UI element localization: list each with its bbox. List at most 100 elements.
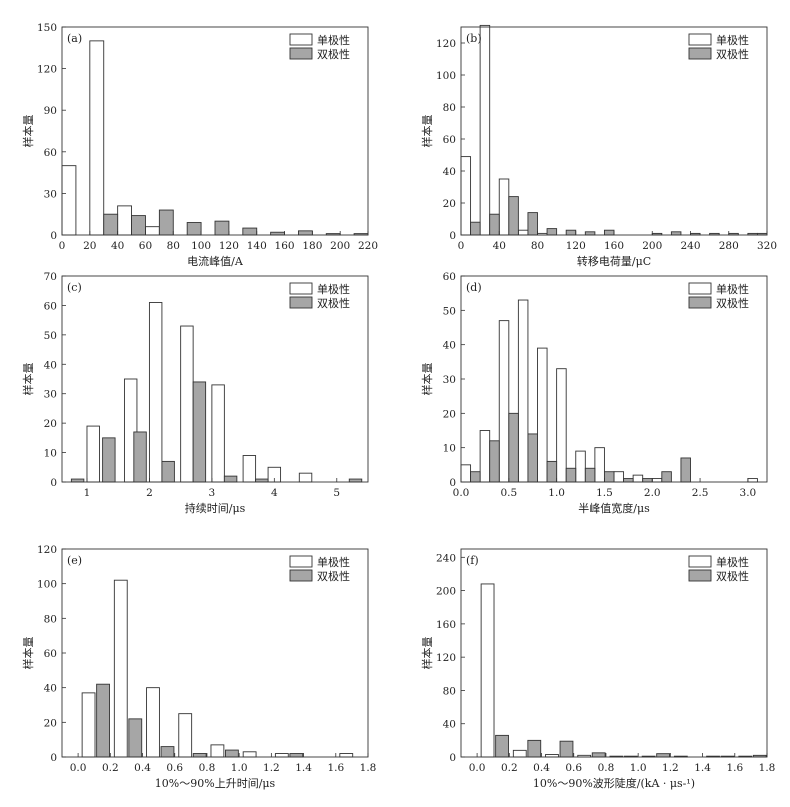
y-tick-label-b-2: 40 — [443, 166, 456, 178]
x-tick-label-f-5: 1.0 — [630, 762, 647, 774]
x-tick-label-b-4: 160 — [604, 240, 624, 252]
bar-b-bipolar-6 — [584, 231, 596, 236]
bar-b-bipolar-0 — [470, 221, 481, 236]
legend-swatch-unipolar-a — [289, 33, 313, 46]
bar-d-bipolar-10 — [661, 471, 672, 483]
panel-label-a: (a) — [67, 32, 82, 45]
y-tick-label-d-5: 50 — [443, 305, 456, 317]
bar-b-bipolar-1 — [489, 213, 500, 236]
x-tick-label-c-3: 4 — [271, 487, 278, 499]
bar-c-unipolar-7 — [298, 472, 313, 483]
x-tick-label-d-0: 0.0 — [453, 487, 470, 499]
bar-f-unipolar-1 — [512, 749, 527, 758]
x-tick-label-e-2: 0.4 — [134, 762, 151, 774]
legend-swatch-bipolar-b — [688, 47, 712, 60]
x-tick-label-c-1: 2 — [146, 487, 153, 499]
y-tick-label-c-6: 60 — [44, 300, 57, 312]
x-tick-label-d-1: 0.5 — [500, 487, 517, 499]
x-axis-label-d: 半峰值宽度/μs — [578, 501, 650, 515]
bar-c-bipolar-3 — [161, 460, 175, 483]
bar-d-unipolar-1 — [479, 430, 491, 483]
bar-e-bipolar-4 — [225, 749, 239, 758]
bar-f-bipolar-3 — [591, 752, 606, 758]
x-tick-label-e-6: 1.2 — [263, 762, 280, 774]
legend-swatch-unipolar-d — [688, 282, 712, 295]
legend-swatch-bipolar-d — [688, 296, 712, 309]
bar-b-unipolar-1 — [479, 24, 491, 236]
bar-e-bipolar-0 — [96, 683, 110, 758]
x-tick-label-e-9: 1.8 — [360, 762, 377, 774]
x-tick-label-a-10: 200 — [330, 240, 350, 252]
bar-e-unipolar-1 — [113, 579, 128, 758]
x-tick-label-c-0: 1 — [84, 487, 91, 499]
x-tick-label-d-3: 1.5 — [596, 487, 613, 499]
bar-a-bipolar-4 — [214, 220, 230, 236]
y-axis-label-a: 样本量 — [21, 115, 35, 148]
x-tick-label-b-2: 80 — [531, 240, 544, 252]
bar-f-bipolar-1 — [527, 739, 542, 758]
x-tick-label-c-2: 3 — [209, 487, 216, 499]
bar-e-unipolar-7 — [339, 753, 354, 758]
y-tick-label-d-1: 10 — [443, 443, 456, 455]
bar-d-unipolar-0 — [460, 464, 472, 483]
bar-c-unipolar-0 — [86, 425, 100, 483]
y-tick-label-b-1: 20 — [443, 198, 456, 210]
y-tick-label-c-5: 50 — [44, 330, 57, 342]
bar-b-bipolar-2 — [508, 196, 519, 236]
bar-c-bipolar-1 — [102, 437, 116, 483]
panel-label-e: (e) — [67, 554, 82, 567]
legend-swatch-bipolar-a — [289, 47, 313, 60]
x-tick-label-f-7: 1.4 — [694, 762, 711, 774]
y-tick-label-a-5: 150 — [37, 22, 57, 34]
y-tick-label-f-2: 80 — [443, 685, 456, 697]
bar-c-unipolar-5 — [242, 455, 257, 483]
bar-a-bipolar-0 — [103, 213, 119, 236]
x-tick-label-f-1: 0.2 — [501, 762, 518, 774]
y-tick-label-d-3: 30 — [443, 374, 456, 386]
bar-e-bipolar-2 — [160, 746, 175, 758]
bar-b-unipolar-3 — [517, 229, 529, 236]
x-axis-label-b: 转移电荷量/μC — [577, 254, 651, 268]
bar-c-unipolar-2 — [148, 302, 163, 483]
bar-d-bipolar-11 — [680, 457, 691, 483]
x-tick-label-b-1: 40 — [493, 240, 506, 252]
x-tick-label-e-3: 0.6 — [166, 762, 183, 774]
y-tick-label-e-1: 20 — [44, 717, 57, 729]
panel-label-f: (f) — [466, 554, 479, 567]
y-tick-label-f-5: 200 — [436, 586, 456, 598]
x-tick-label-b-5: 200 — [642, 240, 662, 252]
bar-f-bipolar-2 — [559, 740, 574, 758]
x-axis-label-c: 持续时间/μs — [185, 501, 246, 515]
y-tick-label-c-3: 30 — [44, 389, 57, 401]
x-tick-label-f-2: 0.4 — [533, 762, 550, 774]
legend-label-bipolar-b: 双极性 — [716, 47, 749, 61]
x-tick-label-e-4: 0.8 — [199, 762, 216, 774]
bar-f-bipolar-0 — [495, 734, 509, 758]
x-tick-label-e-0: 0.0 — [70, 762, 87, 774]
legend-label-bipolar-e: 双极性 — [317, 569, 350, 583]
bar-a-bipolar-1 — [131, 215, 146, 236]
legend-label-bipolar-a: 双极性 — [317, 47, 350, 61]
legend-swatch-unipolar-b — [688, 33, 712, 46]
y-axis-label-f: 样本量 — [420, 637, 434, 670]
bar-d-bipolar-8 — [623, 478, 634, 483]
bar-d-bipolar-7 — [603, 471, 615, 483]
legend-label-unipolar-c: 单极性 — [317, 282, 350, 296]
x-tick-label-d-5: 2.5 — [692, 487, 709, 499]
panel-a: 0 20 40 60 80 100 120 140 160 180 200 220 0 30 60 90 120… — [21, 22, 378, 268]
panel-label-c: (c) — [67, 281, 82, 294]
x-tick-label-d-6: 3.0 — [740, 487, 757, 499]
x-tick-label-b-8: 320 — [757, 240, 777, 252]
bar-d-unipolar-8 — [613, 471, 625, 483]
x-tick-label-a-9: 180 — [302, 240, 322, 252]
panel-e: 0.0 0.2 0.4 0.6 0.8 1.0 1.2 1.4 1.6 1.8 0 20 40 60 80 1… — [21, 544, 376, 790]
x-axis-label-f: 10%～90%波形陡度/(kA · μs-¹) — [533, 776, 695, 790]
bar-d-bipolar-9 — [642, 478, 653, 483]
bar-b-bipolar-3 — [527, 212, 538, 236]
y-axis-label-b: 样本量 — [420, 115, 434, 148]
bar-a-unipolar-3 — [145, 226, 160, 236]
y-tick-label-e-4: 80 — [44, 613, 57, 625]
y-tick-label-f-4: 160 — [436, 619, 456, 631]
x-tick-label-a-1: 20 — [83, 240, 96, 252]
